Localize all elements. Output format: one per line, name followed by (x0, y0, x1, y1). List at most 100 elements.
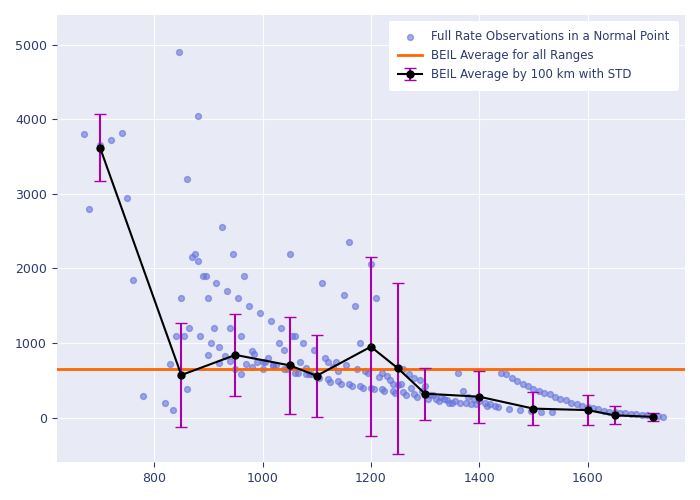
Full Rate Observations in a Normal Point (503, 404, 514, 412)
Full Rate Observations in a Normal Point (398, 388, 409, 396)
Full Rate Observations in a Normal Point (328, 363, 339, 371)
Full Rate Observations in a Normal Point (547, 408, 558, 416)
Full Rate Observations in a Normal Point (208, 324, 219, 332)
Full Rate Observations in a Normal Point (454, 400, 466, 407)
Full Rate Observations in a Normal Point (214, 342, 225, 350)
Full Rate Observations in a Normal Point (652, 412, 664, 420)
Full Rate Observations in a Normal Point (395, 380, 406, 388)
Full Rate Observations in a Normal Point (178, 332, 190, 340)
Full Rate Observations in a Normal Point (376, 385, 387, 393)
Full Rate Observations in a Normal Point (195, 332, 206, 340)
Full Rate Observations in a Normal Point (538, 389, 550, 397)
Full Rate Observations in a Normal Point (314, 374, 325, 382)
Full Rate Observations in a Normal Point (512, 377, 523, 385)
Full Rate Observations in a Normal Point (495, 369, 506, 377)
Full Rate Observations in a Normal Point (344, 380, 355, 388)
Full Rate Observations in a Normal Point (457, 388, 468, 396)
Full Rate Observations in a Normal Point (219, 352, 230, 360)
Full Rate Observations in a Normal Point (248, 350, 260, 358)
Full Rate Observations in a Normal Point (438, 395, 449, 403)
Full Rate Observations in a Normal Point (311, 372, 322, 380)
Full Rate Observations in a Normal Point (441, 396, 452, 404)
Full Rate Observations in a Normal Point (235, 332, 246, 340)
Full Rate Observations in a Normal Point (609, 408, 620, 416)
Full Rate Observations in a Normal Point (289, 369, 300, 377)
Full Rate Observations in a Normal Point (412, 392, 423, 400)
Full Rate Observations in a Normal Point (658, 413, 669, 421)
Full Rate Observations in a Normal Point (300, 370, 312, 378)
Full Rate Observations in a Normal Point (295, 358, 306, 366)
Full Rate Observations in a Normal Point (279, 346, 290, 354)
Full Rate Observations in a Normal Point (322, 375, 333, 383)
Full Rate Observations in a Normal Point (409, 390, 420, 398)
Full Rate Observations in a Normal Point (422, 395, 433, 403)
Full Rate Observations in a Normal Point (270, 362, 281, 370)
Full Rate Observations in a Normal Point (257, 365, 268, 373)
Full Rate Observations in a Normal Point (105, 136, 116, 144)
Full Rate Observations in a Normal Point (332, 377, 344, 385)
Full Rate Observations in a Normal Point (593, 406, 604, 413)
Full Rate Observations in a Normal Point (246, 363, 258, 371)
Full Rate Observations in a Normal Point (636, 410, 648, 418)
Full Rate Observations in a Normal Point (400, 391, 412, 399)
Full Rate Observations in a Normal Point (603, 408, 615, 416)
Full Rate Observations in a Normal Point (225, 357, 236, 365)
Full Rate Observations in a Normal Point (460, 398, 471, 406)
Full Rate Observations in a Normal Point (235, 370, 246, 378)
Full Rate Observations in a Normal Point (376, 369, 387, 377)
Full Rate Observations in a Normal Point (452, 369, 463, 377)
Full Rate Observations in a Normal Point (203, 294, 214, 302)
Full Rate Observations in a Normal Point (620, 410, 631, 418)
Full Rate Observations in a Normal Point (433, 397, 444, 405)
Full Rate Observations in a Normal Point (474, 397, 485, 405)
Full Rate Observations in a Normal Point (571, 400, 582, 408)
Full Rate Observations in a Normal Point (368, 385, 379, 393)
Full Rate Observations in a Normal Point (416, 388, 428, 396)
Full Rate Observations in a Normal Point (167, 406, 178, 414)
Full Rate Observations in a Normal Point (490, 402, 501, 410)
Full Rate Observations in a Normal Point (138, 392, 149, 400)
Full Rate Observations in a Normal Point (244, 302, 255, 310)
Full Rate Observations in a Normal Point (406, 384, 417, 392)
Full Rate Observations in a Normal Point (430, 395, 442, 403)
Full Rate Observations in a Normal Point (371, 294, 382, 302)
Full Rate Observations in a Normal Point (181, 385, 193, 393)
Full Rate Observations in a Normal Point (227, 250, 238, 258)
Full Rate Observations in a Normal Point (260, 358, 271, 366)
Full Rate Observations in a Normal Point (392, 382, 403, 390)
Full Rate Observations in a Normal Point (279, 365, 290, 373)
Full Rate Observations in a Normal Point (298, 339, 309, 347)
Full Rate Observations in a Normal Point (230, 365, 241, 373)
Full Rate Observations in a Normal Point (373, 372, 384, 380)
Full Rate Observations in a Normal Point (216, 224, 228, 232)
Full Rate Observations in a Normal Point (500, 370, 512, 378)
Full Rate Observations in a Normal Point (192, 112, 203, 120)
Full Rate Observations in a Normal Point (615, 409, 626, 417)
Full Rate Observations in a Normal Point (566, 398, 577, 406)
Full Rate Observations in a Normal Point (284, 250, 295, 258)
Full Rate Observations in a Normal Point (222, 287, 233, 295)
Full Rate Observations in a Normal Point (332, 368, 344, 376)
Full Rate Observations in a Normal Point (414, 376, 425, 384)
Full Rate Observations in a Normal Point (555, 395, 566, 403)
Full Rate Observations in a Normal Point (322, 358, 333, 366)
Full Rate Observations in a Normal Point (506, 374, 517, 382)
Full Rate Observations in a Normal Point (463, 392, 474, 400)
Full Rate Observations in a Normal Point (122, 194, 133, 202)
Full Rate Observations in a Normal Point (403, 370, 414, 378)
Full Rate Observations in a Normal Point (468, 395, 480, 403)
Full Rate Observations in a Normal Point (528, 385, 539, 393)
Full Rate Observations in a Normal Point (536, 408, 547, 416)
Full Rate Observations in a Normal Point (647, 412, 658, 420)
Full Rate Observations in a Normal Point (311, 372, 322, 380)
Full Rate Observations in a Normal Point (173, 48, 184, 56)
Full Rate Observations in a Normal Point (419, 391, 430, 399)
Full Rate Observations in a Normal Point (631, 410, 642, 418)
Full Rate Observations in a Normal Point (165, 360, 176, 368)
Full Rate Observations in a Normal Point (189, 250, 200, 258)
Full Rate Observations in a Normal Point (449, 397, 461, 405)
Full Rate Observations in a Normal Point (444, 398, 455, 406)
Full Rate Observations in a Normal Point (289, 332, 300, 340)
Full Rate Observations in a Normal Point (577, 402, 588, 409)
Full Rate Observations in a Normal Point (346, 382, 358, 390)
